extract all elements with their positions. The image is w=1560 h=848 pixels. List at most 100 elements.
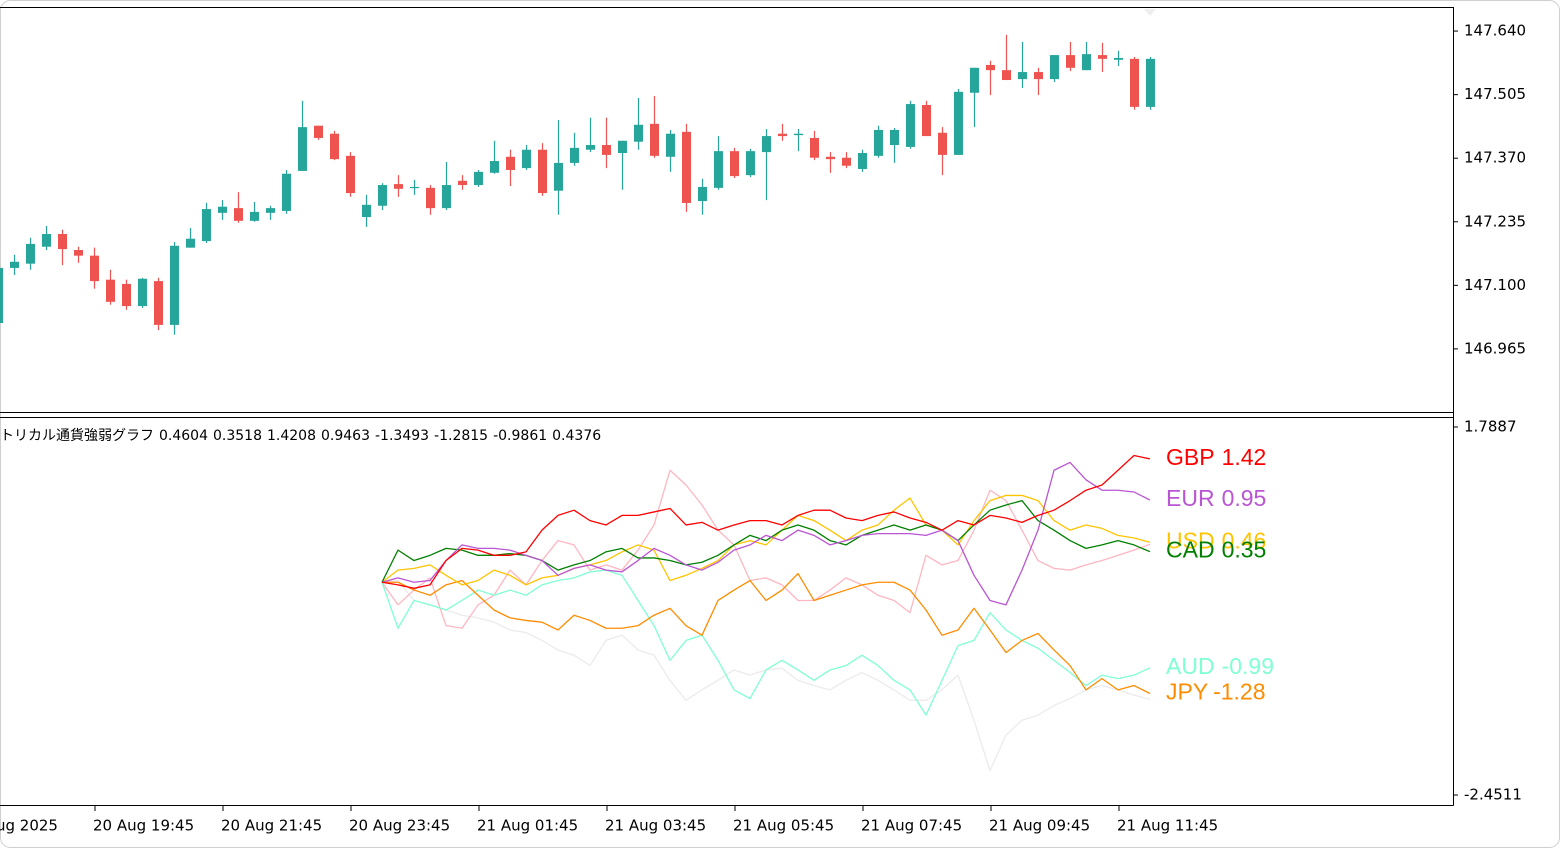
candle-body [90,255,99,282]
candle-body [506,156,515,170]
candle-body [986,64,995,71]
candle-body [1082,54,1091,71]
x-tick-label: 21 Aug 01:45 [477,817,578,835]
end-label-value: -1.28 [1213,679,1265,705]
candle-body [330,133,339,160]
candle-body [378,185,387,206]
candle-body [394,184,403,189]
candle-body [1050,55,1059,80]
indicator-value: -1.3493 [375,428,429,444]
candle-body [602,145,611,155]
candle-body [0,267,3,324]
candle-body [298,127,307,171]
candle-body [746,151,755,176]
end-label: USD 0.46 [1166,527,1266,553]
axes: 147.640 147.505 147.370 147.235 147.100 146.9… [93,22,1526,835]
candle-body [170,245,179,325]
y-tick-label: -2.4511 [1464,786,1522,804]
indicator-value: -0.9861 [493,428,547,444]
candle-body [122,283,131,307]
x-tick-label: ug 2025 [0,817,58,835]
x-tick-label: 21 Aug 09:45 [989,817,1090,835]
candle-body [842,157,851,166]
candle-body [714,151,723,188]
candle-body [762,136,771,153]
candle-body [362,204,371,218]
end-label-value: 0.46 [1222,527,1267,553]
candle-body [314,125,323,138]
y-tick-label: 147.100 [1464,276,1526,294]
candle-body [666,133,675,157]
end-label-name: AUD [1166,653,1215,679]
y-tick-label: 1.7887 [1464,417,1517,435]
candle-body [954,91,963,155]
candle-body [698,186,707,202]
end-label-value: 0.95 [1222,485,1267,511]
strength-line [381,454,1151,589]
indicator-value: 0.4604 [159,428,208,444]
indicator-title: トリカル通貨強弱グラフ [0,427,154,444]
candle-body [778,133,787,137]
indicator-value: 0.9463 [321,428,370,444]
candle-body [1034,72,1043,80]
end-label: CAD 0.35 [1166,537,1266,563]
x-tick-label: 20 Aug 23:45 [349,817,450,835]
strength-line [381,469,1151,629]
candle-body [682,131,691,203]
candle-body [154,281,163,325]
candle-body [234,208,243,221]
x-tick-label: 21 Aug 07:45 [861,817,962,835]
candle-body [138,278,147,307]
candle-body [458,180,467,186]
end-label: AUD -0.99 [1166,653,1274,679]
y-tick-label: 147.370 [1464,149,1526,167]
candle-body [906,104,915,147]
end-label-name: CAD [1166,537,1215,563]
indicator-value: 1.4208 [267,428,316,444]
candle-body [282,173,291,211]
indicator-value: 0.4376 [552,428,601,444]
candle-body [346,155,355,194]
candle-body [410,186,419,189]
candle-body [826,156,835,160]
candle-body [1114,57,1123,60]
candle-body [266,208,275,213]
end-label-value: 0.35 [1222,537,1267,563]
candle-body [1098,55,1107,59]
x-tick-label: 21 Aug 11:45 [1117,817,1218,835]
candle-body [1066,55,1075,68]
end-label-value: 1.42 [1222,444,1267,470]
y-tick-label: 147.640 [1464,22,1526,40]
candle-body [730,151,739,177]
candle-body [490,161,499,173]
end-label: JPY -1.28 [1166,679,1266,705]
candle-body [42,234,51,247]
end-label-value: -0.99 [1222,653,1274,679]
candle-body [250,211,259,221]
end-label-name: EUR [1166,485,1215,511]
candle-body [938,132,947,155]
candle-body [186,238,195,248]
candle-body [74,250,83,256]
candle-body [618,140,627,154]
strength-line [381,499,1151,583]
y-tick-label: 146.965 [1464,339,1526,357]
end-label: GBP 1.42 [1166,444,1266,470]
x-tick-label: 20 Aug 21:45 [221,817,322,835]
candle-body [10,261,19,268]
end-label-name: JPY [1166,679,1208,705]
candle-body [970,67,979,93]
candle-body [1002,70,1011,81]
candle-body [426,187,435,209]
candle-body [1130,58,1139,107]
candle-body [442,185,451,209]
x-tick-label: 21 Aug 05:45 [733,817,834,835]
indicator-value: 0.3518 [213,428,262,444]
candle-body [634,124,643,142]
candle-body [58,234,67,250]
candle-body [218,206,227,213]
